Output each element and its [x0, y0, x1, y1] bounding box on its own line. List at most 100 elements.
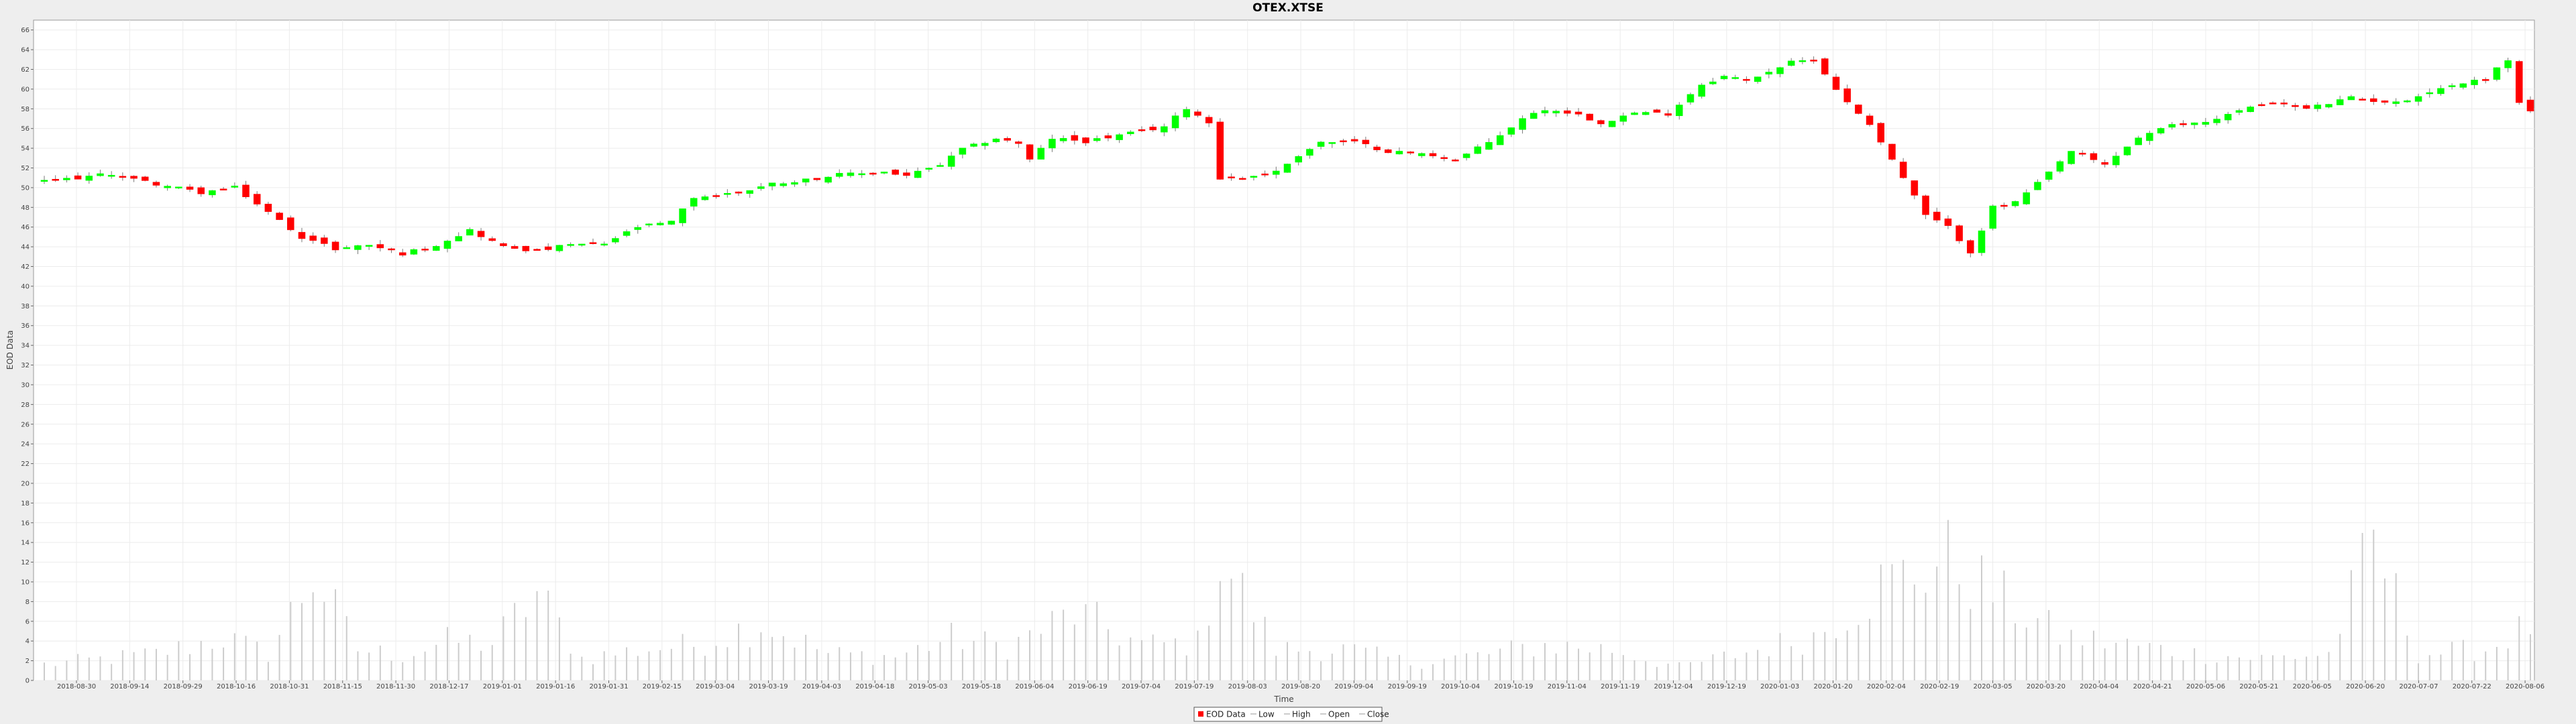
candle-body [164, 186, 171, 188]
volume-bars [44, 520, 2531, 680]
x-tick-label: 2020-02-04 [1867, 683, 1906, 690]
candle-body [623, 231, 631, 236]
candle-body [477, 231, 485, 237]
candle-body [1530, 113, 1538, 119]
x-tick-label: 2018-10-16 [217, 683, 256, 690]
candle-body [119, 176, 127, 178]
candle-body [757, 186, 765, 189]
candle-body [1676, 105, 1683, 117]
candle-body [1855, 105, 1862, 114]
candle-body [1552, 111, 1560, 114]
candle-body [1194, 111, 1201, 116]
candle-body [2247, 107, 2254, 113]
candle-body [1877, 123, 1885, 143]
candle-body [2180, 123, 2187, 125]
candle-body [1171, 115, 1179, 129]
candle-body [298, 232, 306, 239]
candle-body [2235, 110, 2243, 113]
candle-body [936, 165, 944, 167]
x-tick-label: 2020-04-21 [2133, 683, 2172, 690]
candle-body [1731, 77, 1739, 79]
candle-body [2269, 103, 2277, 105]
candle-body [2157, 128, 2165, 133]
candle-body [2168, 124, 2176, 128]
candle-body [679, 208, 686, 223]
y-tick-label: 16 [21, 520, 30, 527]
candle-body [1261, 174, 1269, 176]
candle-body [1362, 139, 1370, 144]
candle-body [85, 176, 93, 181]
candle-body [880, 172, 888, 174]
legend-item-label: Close [1367, 710, 1389, 719]
candle-body [2011, 201, 2019, 206]
candle-body [1765, 72, 1773, 75]
candle-body [1373, 146, 1381, 150]
x-tick-label: 2018-11-30 [376, 683, 415, 690]
candle-body [1015, 141, 1022, 144]
candle-body [1989, 205, 1996, 229]
gridlines [34, 20, 2534, 681]
candle-body [947, 156, 955, 167]
candle-body [667, 221, 676, 225]
x-axis-label: Time [1273, 695, 1293, 704]
candle-body [2302, 105, 2310, 109]
x-tick-label: 2020-05-21 [2239, 683, 2278, 690]
candle-body [141, 176, 149, 181]
candle-body [107, 175, 115, 177]
x-tick-label: 2020-01-03 [1760, 683, 1799, 690]
candle-body [1485, 141, 1493, 150]
candle-body [2202, 121, 2210, 125]
x-tick-label: 2020-04-04 [2080, 683, 2118, 690]
candle-body [847, 172, 855, 176]
y-tick-label: 60 [21, 86, 30, 93]
candle-body [500, 243, 507, 246]
candle-body [1698, 84, 1705, 97]
x-tick-label: 2020-05-06 [2186, 683, 2225, 690]
y-tick-label: 54 [21, 145, 30, 153]
x-tick-label: 2019-04-18 [855, 683, 894, 690]
candle-body [2190, 122, 2198, 125]
candle-body [1474, 146, 1482, 154]
candle-body [2213, 119, 2220, 123]
candle-body [1049, 139, 1056, 149]
candle-body [1810, 60, 1817, 62]
candle-body [1205, 117, 1213, 123]
y-tick-label: 40 [21, 283, 30, 290]
candle-body [2034, 182, 2041, 190]
x-tick-label: 2020-03-05 [1974, 683, 2012, 690]
candle-body [1967, 240, 1974, 253]
candle-body [746, 190, 753, 194]
candle-body [1004, 138, 1011, 141]
candle-body [2404, 100, 2411, 103]
candle-body [2023, 192, 2031, 204]
y-tick-label: 62 [21, 66, 30, 74]
y-tick-label: 50 [21, 184, 30, 192]
candle-body [1462, 154, 1470, 158]
x-tick-label: 2019-11-04 [1548, 683, 1587, 690]
candle-body [2146, 133, 2153, 141]
x-tick-label: 2019-08-03 [1228, 683, 1267, 690]
candle-body [802, 178, 810, 183]
x-tick-label: 2019-01-16 [536, 683, 575, 690]
candle-body [824, 176, 832, 183]
candle-body [63, 178, 70, 180]
candle-body [768, 182, 776, 186]
candle-body [410, 249, 418, 255]
x-tick-label: 2019-07-04 [1122, 683, 1161, 690]
candle-body [2090, 153, 2098, 160]
candle-body [242, 184, 250, 197]
candle-body [813, 178, 821, 180]
candle-body [2224, 114, 2232, 121]
candle-body [1138, 129, 1146, 131]
candle-body [1317, 141, 1325, 147]
candle-body [354, 245, 362, 250]
candle-body [2493, 67, 2501, 80]
candle-body [1978, 230, 1986, 253]
x-tick-label: 2019-04-03 [802, 683, 841, 690]
candle-body [1328, 142, 1336, 144]
candle-body [869, 172, 877, 175]
candle-body [2426, 92, 2434, 95]
candle-body [600, 243, 608, 246]
candle-body [1440, 157, 1448, 160]
candle-body [1597, 120, 1605, 125]
